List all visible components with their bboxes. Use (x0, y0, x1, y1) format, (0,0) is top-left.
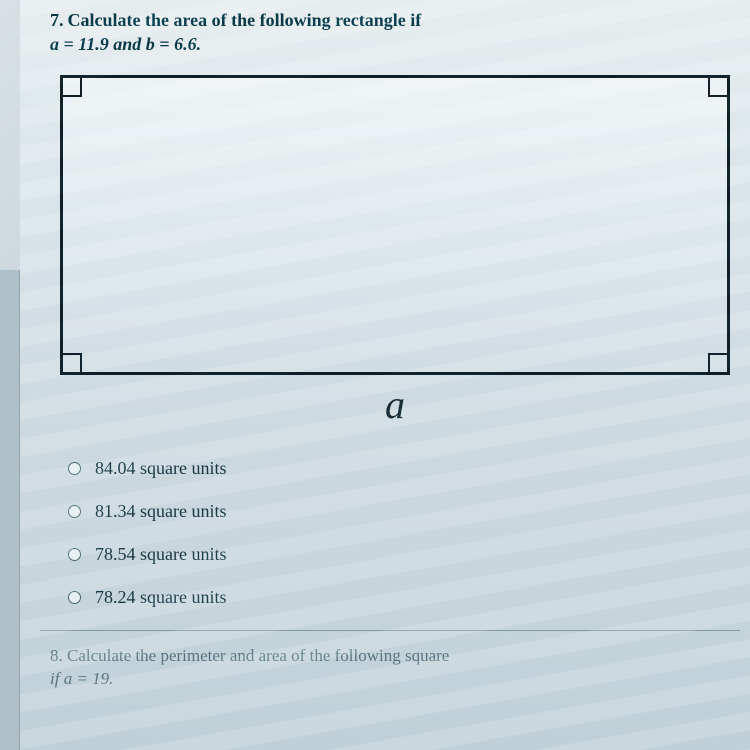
question-text-line1: Calculate the area of the following rect… (68, 10, 422, 30)
right-angle-marker-tl (60, 75, 82, 97)
question-number: 7. (50, 10, 64, 30)
question-divider (40, 630, 740, 631)
answer-options: 84.04 square units 81.34 square units 78… (68, 458, 730, 608)
question-text-line1: Calculate the perimeter and area of the … (67, 646, 449, 665)
radio-icon[interactable] (68, 591, 81, 604)
rectangle-shape (60, 75, 730, 375)
option-label: 78.24 square units (95, 587, 226, 608)
option-a[interactable]: 84.04 square units (68, 458, 730, 479)
option-label: 81.34 square units (95, 501, 226, 522)
radio-icon[interactable] (68, 505, 81, 518)
radio-icon[interactable] (68, 462, 81, 475)
option-d[interactable]: 78.24 square units (68, 587, 730, 608)
question-8-prompt: 8. Calculate the perimeter and area of t… (50, 645, 730, 691)
worksheet-page: 7.Calculate the area of the following re… (20, 0, 750, 750)
right-angle-marker-br (708, 353, 730, 375)
option-label: 78.54 square units (95, 544, 226, 565)
question-number: 8. (50, 646, 63, 665)
radio-icon[interactable] (68, 548, 81, 561)
rectangle-diagram: a (60, 75, 730, 428)
side-label-a: a (60, 381, 730, 428)
option-b[interactable]: 81.34 square units (68, 501, 730, 522)
right-angle-marker-tr (708, 75, 730, 97)
right-angle-marker-bl (60, 353, 82, 375)
option-label: 84.04 square units (95, 458, 226, 479)
question-7-prompt: 7.Calculate the area of the following re… (50, 8, 730, 57)
question-values: if a = 19. (50, 669, 113, 688)
page-left-margin (0, 270, 20, 750)
option-c[interactable]: 78.54 square units (68, 544, 730, 565)
question-values: a = 11.9 and b = 6.6. (50, 34, 201, 54)
